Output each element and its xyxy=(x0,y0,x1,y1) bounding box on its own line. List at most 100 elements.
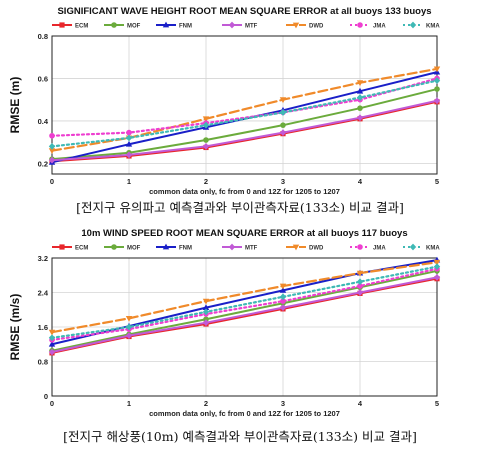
series-line xyxy=(50,261,439,334)
legend-item-jma: JMA xyxy=(350,22,386,30)
legend-label: MOF xyxy=(127,24,141,30)
data-point xyxy=(202,319,210,327)
series-kma xyxy=(48,263,441,342)
data-point xyxy=(125,151,133,159)
data-point xyxy=(202,121,210,129)
y-axis-label: RMSE (m) xyxy=(8,77,22,134)
data-point xyxy=(279,129,287,136)
legend-marker xyxy=(111,244,117,250)
plot-area-frame xyxy=(51,257,438,397)
data-point xyxy=(48,156,56,164)
legend-item-mtf: MTF xyxy=(222,243,258,252)
wind-speed-rmse-chart: 10m WIND SPEED ROOT MEAN SQUARE ERROR at… xyxy=(8,228,441,417)
data-point xyxy=(125,140,133,147)
chart-title: 10m WIND SPEED ROOT MEAN SQUARE ERROR at… xyxy=(81,228,407,239)
data-point xyxy=(433,66,441,73)
legend-item-ecm: ECM xyxy=(52,22,88,30)
legend-marker xyxy=(357,22,363,28)
y-tick-label: 0 xyxy=(44,392,48,401)
y-tick-label: 3.2 xyxy=(38,254,48,263)
series-mof xyxy=(49,86,440,162)
data-point xyxy=(126,129,132,136)
legend: ECM MOF FNM MTF DWD JMA KMA xyxy=(52,21,440,30)
data-point xyxy=(280,122,286,128)
series-line xyxy=(50,79,439,148)
series-mtf xyxy=(48,274,441,356)
legend-marker xyxy=(409,21,417,29)
legend-item-mtf: MTF xyxy=(222,21,258,30)
data-point xyxy=(125,134,133,142)
series-line xyxy=(50,67,439,152)
data-point xyxy=(202,308,210,316)
series-line xyxy=(50,265,439,339)
x-tick-label: 2 xyxy=(204,177,208,186)
legend-label: MTF xyxy=(245,246,258,252)
series-line xyxy=(51,269,438,352)
series-line xyxy=(51,88,438,161)
legend-label: MTF xyxy=(245,24,258,30)
series-line xyxy=(50,77,439,137)
x-tick-label: 5 xyxy=(435,399,439,408)
x-tick-label: 0 xyxy=(50,177,54,186)
series-line xyxy=(51,276,438,354)
series-line xyxy=(51,259,438,346)
plot-area-frame xyxy=(51,35,438,175)
legend-item-mof: MOF xyxy=(104,244,141,252)
legend-label: FNM xyxy=(179,246,192,252)
chart-title: SIGNIFICANT WAVE HEIGHT ROOT MEAN SQUARE… xyxy=(57,6,431,17)
data-point xyxy=(48,143,56,150)
legend-marker xyxy=(292,22,300,29)
data-point xyxy=(356,270,364,277)
series-line xyxy=(50,267,439,342)
data-point xyxy=(434,86,440,92)
legend-marker xyxy=(162,21,170,28)
x-tick-label: 1 xyxy=(127,177,131,186)
data-point xyxy=(356,87,364,94)
legend-label: KMA xyxy=(426,246,440,252)
legend-item-dwd: DWD xyxy=(286,244,324,252)
data-point xyxy=(356,114,364,122)
data-point xyxy=(48,329,56,336)
series-kma xyxy=(48,77,441,150)
y-tick-label: 0.8 xyxy=(38,358,48,367)
legend-label: MOF xyxy=(127,246,141,252)
x-tick-label: 0 xyxy=(50,399,54,408)
legend-item-kma: KMA xyxy=(403,243,440,252)
data-point xyxy=(48,340,56,347)
legend-marker xyxy=(357,244,363,250)
legend-label: JMA xyxy=(373,246,386,252)
legend-marker xyxy=(111,22,117,28)
legend-marker xyxy=(162,243,170,250)
legend-marker xyxy=(228,21,236,29)
x-tick-label: 3 xyxy=(281,399,285,408)
data-point xyxy=(356,94,364,101)
data-point xyxy=(279,283,287,290)
legend-label: ECM xyxy=(75,246,88,252)
data-point xyxy=(279,97,287,104)
legend-label: FNM xyxy=(179,24,192,30)
legend-item-kma: KMA xyxy=(403,21,440,30)
legend-label: ECM xyxy=(75,24,88,30)
series-line xyxy=(51,100,438,163)
y-tick-label: 2.4 xyxy=(38,289,49,298)
legend-marker xyxy=(59,244,65,250)
legend-label: DWD xyxy=(309,24,324,30)
series-dwd xyxy=(48,259,441,336)
y-tick-label: 0.8 xyxy=(38,32,48,41)
data-point xyxy=(48,348,56,356)
x-tick-label: 1 xyxy=(127,399,131,408)
legend-item-fnm: FNM xyxy=(156,243,192,252)
x-tick-label: 5 xyxy=(435,177,439,186)
y-tick-label: 0.6 xyxy=(38,74,48,83)
data-point xyxy=(357,283,363,289)
data-point xyxy=(356,278,364,286)
y-tick-label: 0.2 xyxy=(38,159,48,168)
legend-marker xyxy=(59,22,65,28)
data-point xyxy=(49,132,55,139)
data-point xyxy=(202,116,210,123)
series-line xyxy=(51,71,438,164)
data-point xyxy=(125,315,133,322)
legend-label: KMA xyxy=(426,24,440,30)
data-point xyxy=(48,148,56,155)
